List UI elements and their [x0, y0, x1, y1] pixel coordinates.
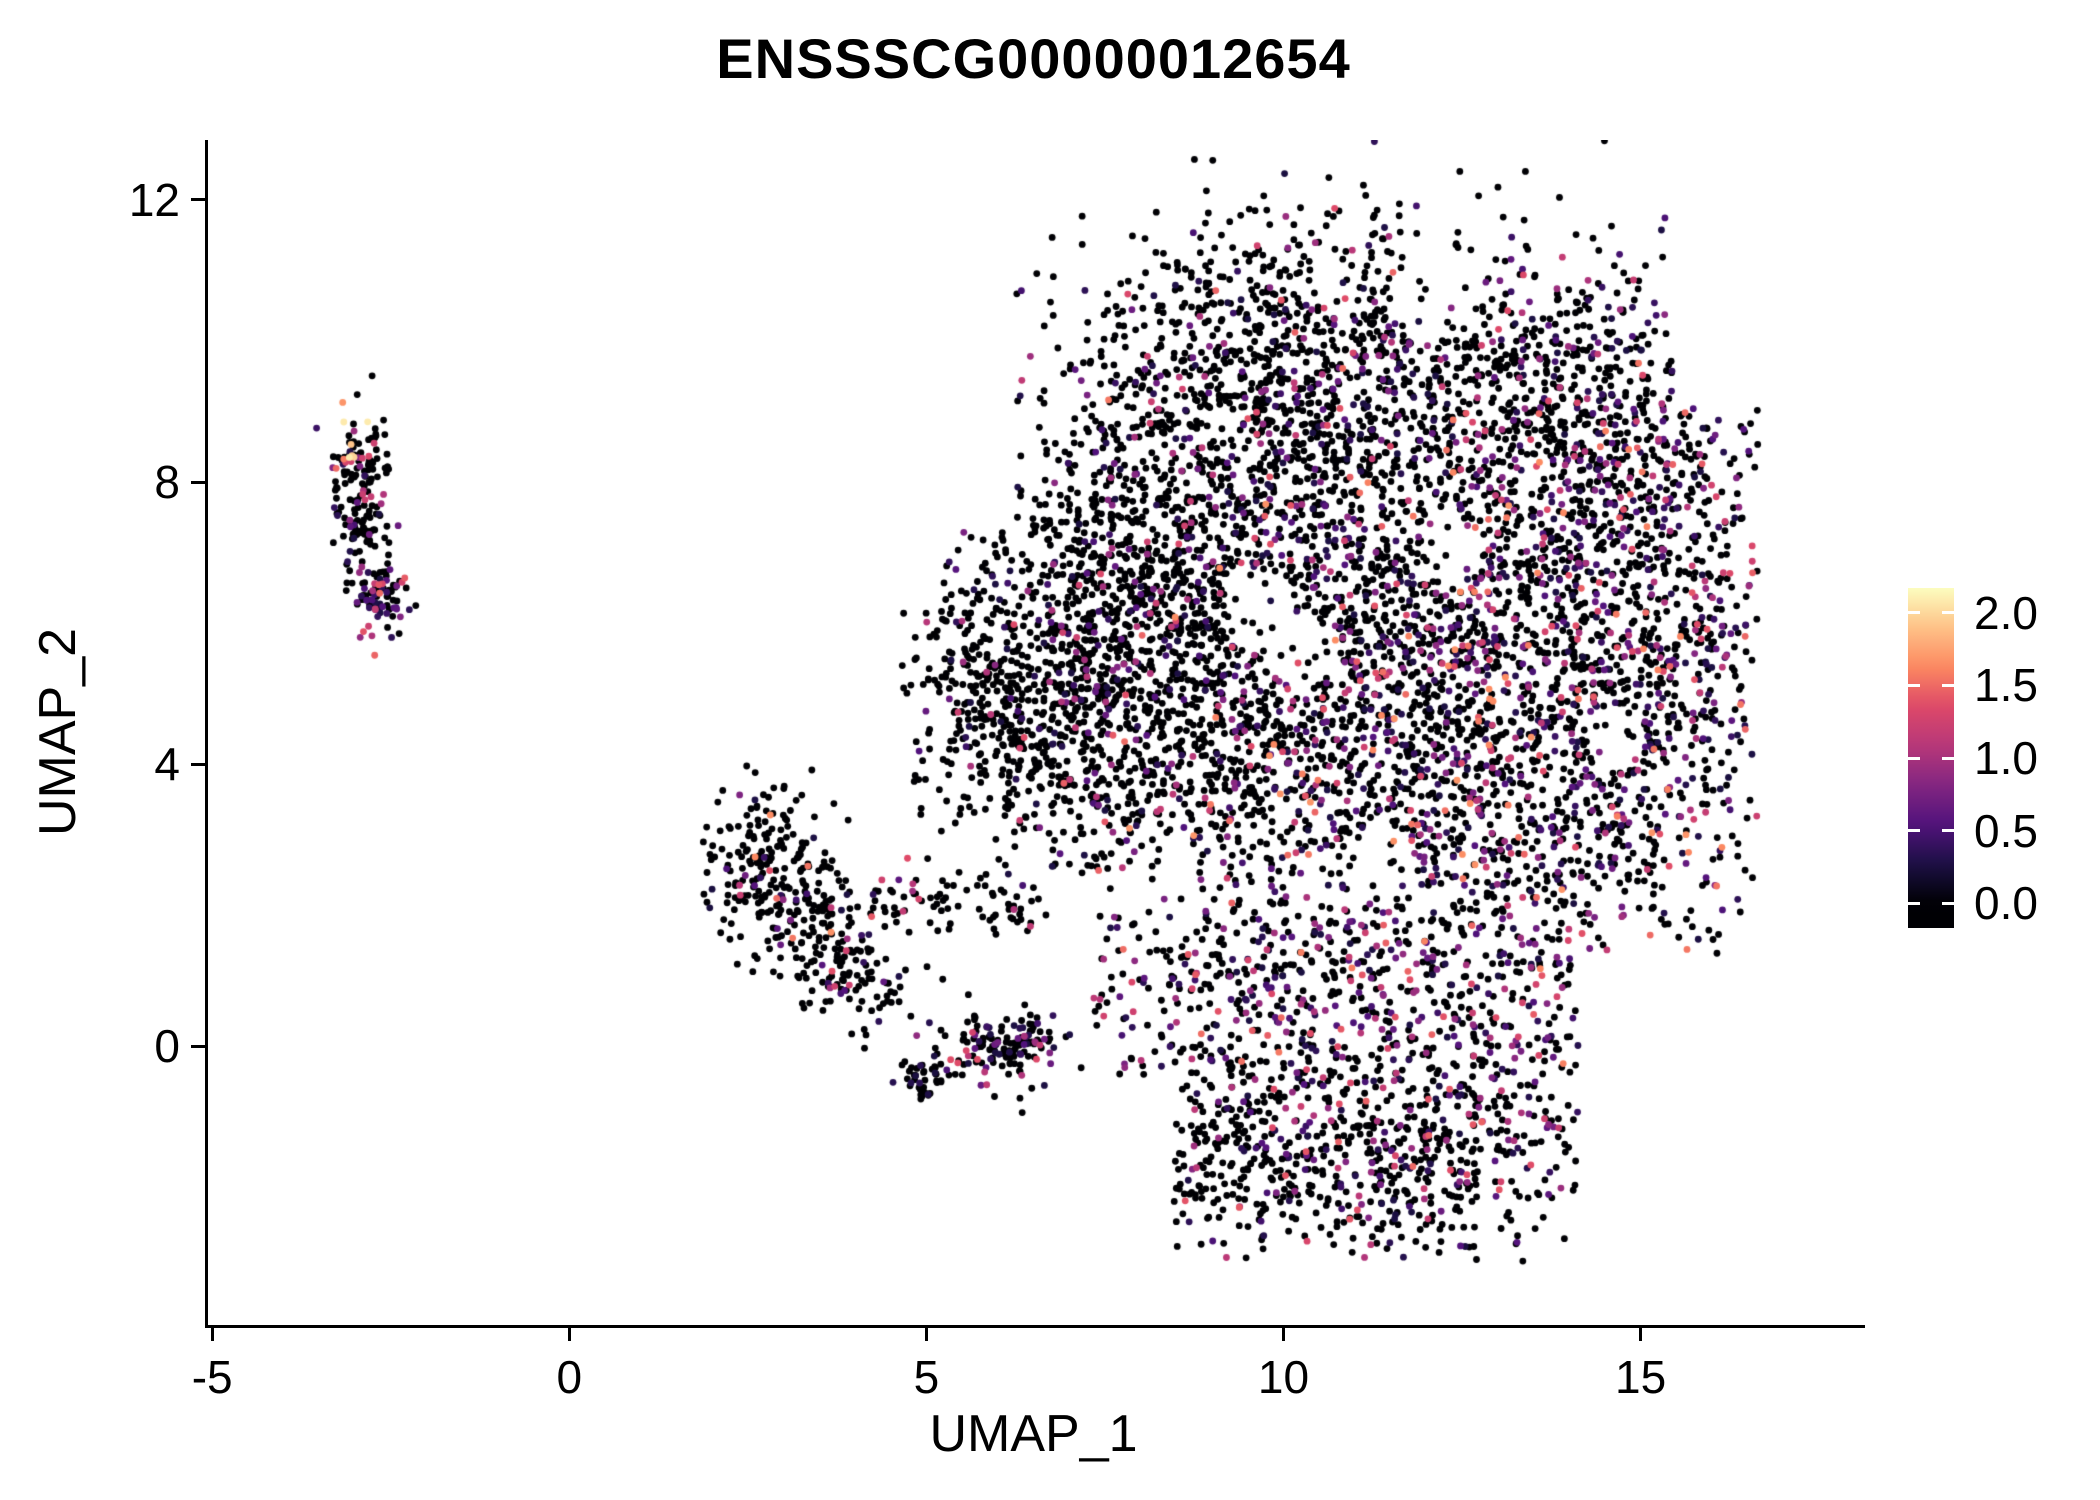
colorbar-tick	[1908, 756, 1920, 760]
y-tick-label: 12	[128, 173, 180, 226]
y-tick-mark	[191, 1044, 205, 1048]
plot-title: ENSSSCG00000012654	[716, 27, 1351, 90]
colorbar-tick	[1908, 829, 1920, 833]
colorbar-tick	[1908, 901, 1920, 905]
colorbar-tick	[1942, 756, 1954, 760]
plot-area	[205, 140, 1865, 1328]
y-axis-label: UMAP_2	[29, 627, 87, 837]
colorbar-tick	[1942, 683, 1954, 687]
y-tick-label: 0	[154, 1020, 180, 1073]
colorbar-tick	[1942, 611, 1954, 615]
colorbar-tick	[1908, 683, 1920, 687]
y-tick-mark	[191, 480, 205, 484]
colorbar-tick	[1908, 611, 1920, 615]
x-tick-mark	[924, 1327, 928, 1341]
x-tick-label: 15	[1614, 1351, 1667, 1403]
colorbar-tick-label: 0.5	[1974, 804, 2038, 857]
x-tick-label: 5	[913, 1351, 940, 1403]
colorbar-tick	[1942, 829, 1954, 833]
y-tick-mark	[191, 762, 205, 766]
x-tick-label: -5	[191, 1351, 233, 1403]
x-tick-mark	[567, 1327, 571, 1341]
y-tick-mark	[191, 198, 205, 202]
x-tick-label: 10	[1257, 1351, 1310, 1403]
y-tick-label: 8	[154, 456, 180, 509]
scatter-canvas	[208, 140, 1865, 1325]
x-tick-label: 0	[556, 1351, 583, 1403]
colorbar-tick-label: 2.0	[1974, 586, 2038, 639]
colorbar-tick-label: 1.0	[1974, 732, 2038, 784]
x-tick-mark	[1639, 1327, 1643, 1341]
x-tick-mark	[210, 1327, 214, 1341]
colorbar-tick-label: 1.5	[1974, 659, 2038, 712]
x-axis-label: UMAP_1	[929, 1405, 1138, 1463]
colorbar-tick	[1942, 901, 1954, 905]
y-tick-label: 4	[154, 738, 180, 791]
x-tick-mark	[1281, 1327, 1285, 1341]
colorbar-tick-label: 0.0	[1974, 877, 2038, 930]
